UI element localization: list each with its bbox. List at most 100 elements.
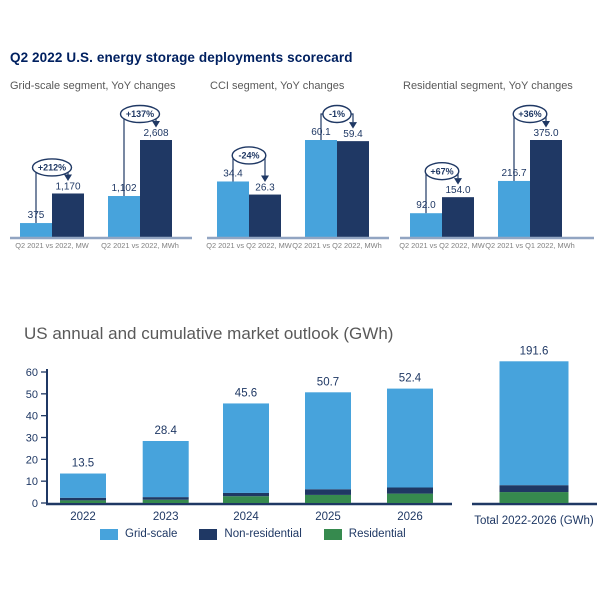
- outlook-legend: Grid-scale Non-residential Residential: [100, 528, 406, 540]
- value-label: 60.1: [311, 127, 331, 138]
- legend-label-non-residential: Non-residential: [224, 528, 302, 540]
- value-label: 10: [26, 476, 38, 488]
- value-label: -24%: [238, 151, 259, 161]
- outlook-chart-title: US annual and cumulative market outlook …: [24, 324, 394, 343]
- bar-segment-residential: [305, 494, 351, 503]
- value-label: 30: [26, 433, 38, 445]
- prior-period-bar: [498, 180, 530, 237]
- arrow-down-icon: [261, 175, 269, 183]
- value-label: 191.6: [520, 345, 549, 357]
- legend-label-residential: Residential: [348, 528, 406, 540]
- bar-segment-grid-scale: [142, 440, 189, 498]
- value-label: 60: [26, 367, 38, 379]
- value-label: 1,170: [55, 181, 80, 192]
- residential-swatch-icon: [323, 528, 342, 540]
- legend-item-non-residential: Non-residential: [199, 528, 302, 540]
- grid-scale-chart-panel: Grid-scale segment, YoY changes 375 1,170…: [8, 80, 194, 264]
- value-label: 13.5: [72, 458, 94, 470]
- grid-scale-chart-subtitle: Grid-scale segment, YoY changes: [10, 80, 176, 92]
- current-period-bar: [52, 193, 84, 237]
- legend-label-grid-scale: Grid-scale: [125, 528, 178, 540]
- arrow-down-icon: [64, 174, 72, 181]
- change-badge: [512, 104, 548, 124]
- value-label: 1,102: [111, 183, 136, 194]
- value-label: 2026: [397, 511, 423, 523]
- prior-period-bar: [108, 196, 140, 237]
- value-label: -1%: [329, 109, 345, 119]
- value-label: 45.6: [235, 387, 257, 399]
- value-label: 52.4: [399, 373, 422, 385]
- prior-period-bar: [20, 223, 52, 237]
- value-label: +212%: [38, 163, 66, 173]
- value-label: 2024: [233, 511, 259, 523]
- residential-chart: 92.0 154.0 +67% Q2 2021 vs Q2 2022, MW 216.7…: [399, 104, 594, 250]
- value-label: 26.3: [255, 183, 275, 194]
- scorecard-title: Q2 2022 U.S. energy storage deployments …: [10, 50, 353, 65]
- total-bar-segment-grid-scale: [499, 361, 569, 486]
- bar-segment-grid-scale: [387, 388, 433, 488]
- arrow-down-icon: [349, 122, 357, 129]
- value-label: 216.7: [501, 168, 526, 179]
- current-period-bar: [249, 194, 281, 237]
- value-label: +67%: [430, 166, 453, 176]
- residential-chart-panel: Residential segment, YoY changes 92.0 154…: [398, 80, 598, 264]
- outlook-chart: 0 10 20 30 40 50 60 13.5 2022 28.4 2023 45.6 2024 50.…: [26, 345, 597, 523]
- value-label: 59.4: [343, 129, 363, 140]
- change-badge: [119, 104, 161, 124]
- total-category-label: Total 2022-2026 (GWh): [474, 515, 594, 527]
- value-label: Q2 2021 vs 2022, MWh: [101, 241, 179, 250]
- value-label: 2022: [70, 511, 96, 523]
- value-label: 50: [26, 389, 38, 401]
- value-label: 375: [28, 210, 45, 221]
- total-bar-segment-non-residential: [499, 485, 569, 493]
- non-residential-swatch-icon: [199, 528, 218, 540]
- arrow-down-icon: [454, 178, 462, 185]
- current-period-bar: [442, 197, 474, 237]
- change-badge: [424, 161, 460, 181]
- cci-chart-panel: CCI segment, YoY changes 34.4 26.3 -24% Q2 …: [205, 80, 391, 264]
- prior-period-bar: [410, 213, 442, 237]
- bar-segment-residential: [387, 493, 433, 503]
- grid-scale-chart: 375 1,170 +212% Q2 2021 vs 2022, MW 1,102 2,6…: [10, 104, 192, 250]
- arrow-down-icon: [542, 121, 550, 128]
- legend-item-residential: Residential: [323, 528, 406, 540]
- value-label: +137%: [126, 109, 154, 119]
- bar-segment-non-residential: [142, 497, 189, 500]
- value-label: 92.0: [416, 200, 436, 211]
- total-bar-segment-residential: [499, 492, 569, 503]
- value-label: 2025: [315, 511, 341, 523]
- value-label: 28.4: [155, 425, 178, 437]
- value-label: 40: [26, 411, 38, 423]
- grid-scale-swatch-icon: [100, 528, 118, 540]
- prior-period-bar: [305, 140, 337, 237]
- bar-segment-grid-scale: [60, 473, 106, 498]
- change-badge: [31, 158, 73, 177]
- value-label: Q2 2021 vs Q2 2022, MW: [206, 241, 291, 250]
- bar-segment-grid-scale: [305, 392, 351, 490]
- value-label: Q2 2021 vs Q2 2022, MW: [399, 241, 484, 250]
- value-label: 20: [26, 454, 38, 466]
- cci-chart: 34.4 26.3 -24% Q2 2021 vs Q2 2022, MW 60.1 59…: [206, 104, 389, 250]
- value-label: 2,608: [143, 128, 168, 139]
- bar-segment-non-residential: [223, 492, 269, 497]
- value-label: +36%: [518, 109, 541, 119]
- value-label: 50.7: [317, 376, 339, 388]
- bar-segment-residential: [60, 500, 106, 503]
- value-label: Q2 2021 vs Q1 2022, MWh: [485, 241, 575, 250]
- residential-chart-subtitle: Residential segment, YoY changes: [403, 80, 573, 92]
- bar-segment-non-residential: [305, 489, 351, 495]
- bar-segment-residential: [142, 499, 189, 503]
- value-label: Q2 2021 vs 2022, MW: [15, 241, 89, 250]
- bar-segment-non-residential: [60, 497, 106, 501]
- cci-chart-subtitle: CCI segment, YoY changes: [210, 80, 345, 92]
- change-badge: [231, 146, 267, 165]
- value-label: 0: [32, 498, 38, 510]
- prior-period-bar: [217, 181, 249, 237]
- value-label: 2023: [153, 511, 179, 523]
- current-period-bar: [140, 140, 172, 237]
- value-label: 34.4: [223, 168, 243, 179]
- bar-segment-grid-scale: [223, 403, 269, 493]
- bar-segment-non-residential: [387, 487, 433, 494]
- value-label: 375.0: [533, 128, 558, 139]
